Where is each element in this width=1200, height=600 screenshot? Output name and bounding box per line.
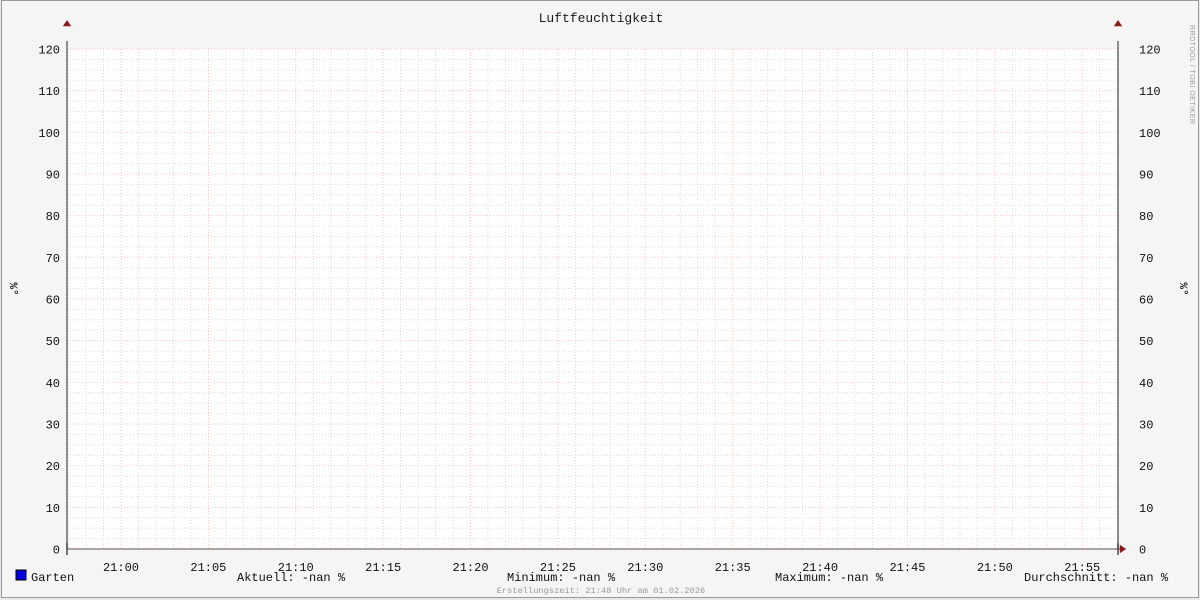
- svg-text:60: 60: [46, 294, 60, 308]
- svg-text:21:15: 21:15: [365, 561, 401, 575]
- svg-text:10: 10: [46, 502, 60, 516]
- svg-text:70: 70: [1139, 252, 1153, 266]
- svg-text:120: 120: [38, 44, 60, 58]
- svg-text:Aktuell: -nan %: Aktuell: -nan %: [237, 571, 346, 585]
- svg-text:120: 120: [1139, 44, 1161, 58]
- svg-text:60: 60: [1139, 294, 1153, 308]
- svg-text:21:30: 21:30: [627, 561, 663, 575]
- svg-text:40: 40: [46, 377, 60, 391]
- svg-text:RRDTOOL / TOBI OETIKER: RRDTOOL / TOBI OETIKER: [1188, 25, 1195, 124]
- svg-text:20: 20: [46, 460, 60, 474]
- svg-text:Minimum: -nan %: Minimum: -nan %: [507, 571, 616, 585]
- svg-text:%°: %°: [6, 282, 18, 295]
- svg-text:21:05: 21:05: [190, 561, 226, 575]
- svg-text:10: 10: [1139, 502, 1153, 516]
- svg-text:21:20: 21:20: [453, 561, 489, 575]
- svg-text:21:00: 21:00: [103, 561, 139, 575]
- svg-text:Durchschnitt: -nan %: Durchschnitt: -nan %: [1024, 571, 1169, 585]
- svg-text:Maximum: -nan %: Maximum: -nan %: [775, 571, 884, 585]
- svg-text:21:35: 21:35: [715, 561, 751, 575]
- svg-text:0: 0: [53, 544, 60, 558]
- svg-text:80: 80: [46, 210, 60, 224]
- svg-text:110: 110: [1139, 85, 1161, 99]
- svg-text:70: 70: [46, 252, 60, 266]
- svg-text:110: 110: [38, 85, 60, 99]
- svg-text:100: 100: [1139, 127, 1161, 141]
- svg-text:21:50: 21:50: [977, 561, 1013, 575]
- svg-text:0: 0: [1139, 544, 1146, 558]
- svg-text:20: 20: [1139, 460, 1153, 474]
- svg-text:50: 50: [46, 335, 60, 349]
- svg-text:21:45: 21:45: [889, 561, 925, 575]
- svg-text:80: 80: [1139, 210, 1153, 224]
- svg-text:30: 30: [46, 419, 60, 433]
- svg-text:Erstellungszeit: 21:48 Uhr am: Erstellungszeit: 21:48 Uhr am 01.02.2026: [497, 586, 706, 596]
- svg-text:50: 50: [1139, 335, 1153, 349]
- svg-text:30: 30: [1139, 419, 1153, 433]
- svg-text:Garten: Garten: [31, 571, 74, 585]
- svg-text:40: 40: [1139, 377, 1153, 391]
- svg-text:90: 90: [46, 169, 60, 183]
- svg-text:100: 100: [38, 127, 60, 141]
- svg-text:Luftfeuchtigkeit: Luftfeuchtigkeit: [539, 11, 664, 26]
- svg-text:%°: %°: [1176, 282, 1188, 295]
- svg-text:90: 90: [1139, 169, 1153, 183]
